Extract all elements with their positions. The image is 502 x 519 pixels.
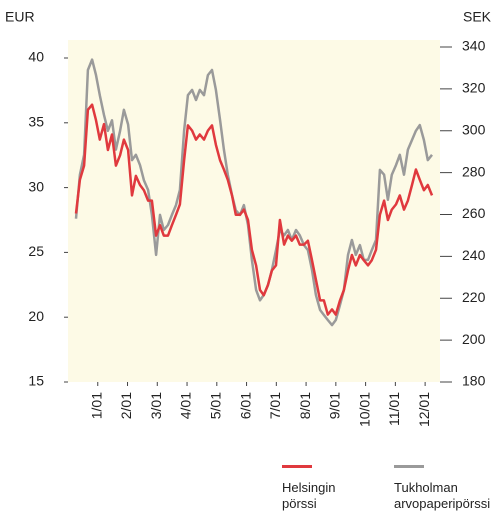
y2-tick-label: 220: [462, 289, 486, 305]
x-tick-label: 3/01: [148, 392, 164, 419]
x-tick-label: 9/01: [327, 392, 343, 419]
x-tick-label: 5/01: [208, 392, 224, 419]
x-tick-label: 2/01: [118, 392, 134, 419]
y2-axis-unit: SEK: [463, 9, 492, 25]
y-tick-label: 20: [28, 308, 44, 324]
series-line: [74, 58, 433, 327]
y2-tick-label: 260: [462, 205, 486, 221]
plot-background: [68, 40, 440, 382]
y2-tick-label: 240: [462, 247, 486, 263]
x-tick-label: 8/01: [297, 392, 313, 419]
x-tick-label: 7/01: [267, 392, 283, 419]
x-tick-label: 11/01: [386, 392, 402, 426]
y-tick-label: 15: [28, 373, 44, 389]
chart: EUR SEK 15 20 25 30 35 40 180 200 220 240 260 280 30…: [5, 9, 492, 427]
x-tick-label: 10/01: [356, 392, 372, 427]
legend-label: Tukholman arvopaperipörssi: [394, 480, 491, 511]
x-tick-label: 1/01: [88, 392, 104, 419]
y2-tick-label: 180: [462, 373, 486, 389]
y2-tick-label: 300: [462, 121, 486, 137]
x-tick-label: 6/01: [237, 392, 253, 419]
y-tick-label: 35: [28, 114, 44, 130]
y-tick-label: 40: [28, 49, 44, 65]
legend-swatch: [282, 465, 312, 468]
x-tick-label: 4/01: [178, 392, 194, 419]
y2-tick-label: 320: [462, 80, 486, 96]
legend-swatch: [394, 465, 424, 468]
y2-tick-label: 340: [462, 38, 486, 54]
legend-item: Helsingin pörssi: [282, 465, 352, 512]
y2-tick-label: 200: [462, 331, 486, 347]
series-line: [74, 103, 434, 316]
legend-label: Helsingin pörssi: [282, 480, 336, 511]
y-tick-label: 25: [28, 243, 44, 259]
x-tick-label: 12/01: [416, 392, 432, 427]
y-axis-unit: EUR: [5, 9, 35, 25]
y-tick-label: 30: [28, 178, 44, 194]
legend-item: Tukholman arvopaperipörssi: [394, 465, 499, 512]
y2-tick-label: 280: [462, 163, 486, 179]
